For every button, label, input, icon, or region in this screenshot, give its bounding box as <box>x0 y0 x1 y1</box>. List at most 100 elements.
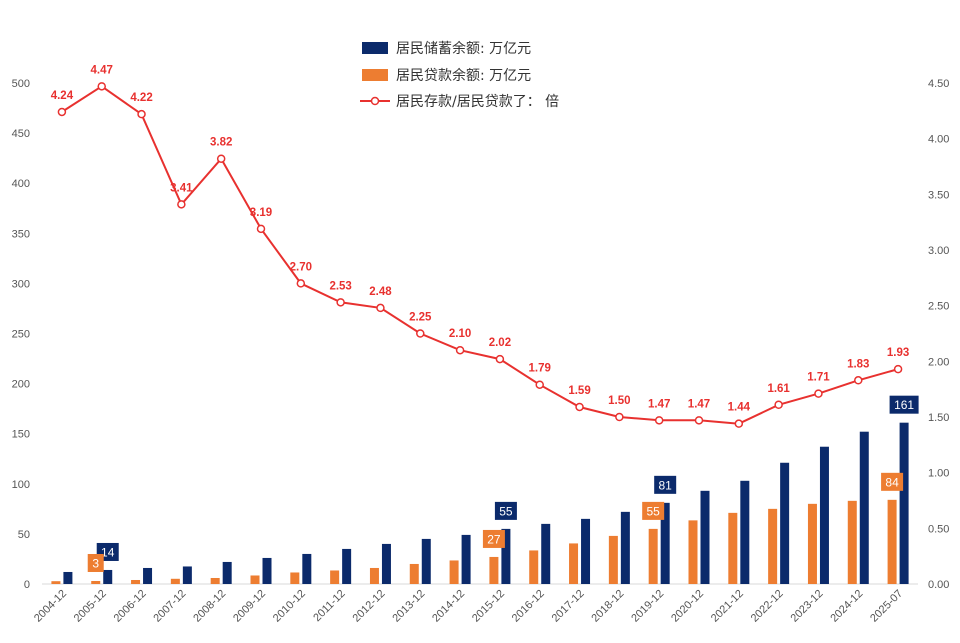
ratio-value-label: 1.61 <box>767 383 790 395</box>
x-tick-label: 2023-12 <box>789 588 826 625</box>
loan-bar-label-box <box>482 529 505 548</box>
ratio-point <box>893 364 903 374</box>
x-tick-label: 2007-12 <box>151 588 188 625</box>
savings-bar-label: 14 <box>101 545 115 559</box>
loan-bar-label-box <box>642 501 665 520</box>
ratio-value-label: 1.93 <box>887 347 909 359</box>
savings-bar-label: 81 <box>659 478 673 492</box>
loan-bar <box>51 581 61 584</box>
ratio-point <box>455 345 465 355</box>
ratio-value-label: 2.25 <box>409 312 432 324</box>
savings-bar <box>780 462 790 584</box>
ratio-value-label: 4.22 <box>130 92 152 104</box>
right-tick-label: 1.00 <box>928 468 949 480</box>
ratio-point <box>854 376 863 385</box>
savings-bar <box>740 480 750 584</box>
loan-bar-label-box <box>881 472 904 491</box>
loan-bar <box>489 556 499 584</box>
savings-bar <box>182 566 192 584</box>
ratio-value-label: 3.41 <box>170 182 193 194</box>
loan-bar <box>210 577 220 584</box>
ratio-value-label: 1.44 <box>728 402 751 414</box>
loan-bar <box>131 579 141 584</box>
savings-bar <box>421 538 431 584</box>
ratio-point <box>495 354 505 364</box>
ratio-point <box>575 402 584 412</box>
ratio-value-label: 2.02 <box>489 337 511 349</box>
loan-bar <box>608 535 618 584</box>
ratio-value-label: 1.59 <box>568 385 590 397</box>
x-tick-label: 2017-12 <box>550 588 587 625</box>
loan-bar-label: 27 <box>487 532 501 546</box>
legend-label-loans: 居民贷款余额: 万亿元 <box>396 67 531 84</box>
savings-bar <box>262 557 272 584</box>
right-tick-label: 2.00 <box>928 356 949 368</box>
x-tick-label: 2008-12 <box>191 588 228 625</box>
x-tick-label: 2006-12 <box>112 588 149 625</box>
loan-bar <box>91 580 101 584</box>
loan-bar <box>529 550 539 584</box>
ratio-value-label: 1.71 <box>807 372 830 384</box>
left-tick-label: 150 <box>12 429 30 441</box>
right-tick-label: 4.50 <box>928 78 949 90</box>
x-tick-label: 2021-12 <box>709 588 746 625</box>
legend-label-ratio: 居民存款/居民贷款了： 倍 <box>396 94 559 110</box>
ratio-value-label: 3.82 <box>210 137 232 149</box>
legend-label-savings: 居民储蓄余额: 万亿元 <box>396 40 531 57</box>
ratio-value-label: 2.53 <box>329 280 351 292</box>
left-tick-label: 100 <box>12 479 30 491</box>
loan-bar <box>688 520 698 584</box>
x-tick-label: 2004-12 <box>32 588 69 625</box>
savings-bar <box>859 431 869 584</box>
loan-bar <box>170 578 180 584</box>
legend: 居民储蓄余额: 万亿元 居民贷款余额: 万亿元 居民存款/居民贷款了： 倍 <box>360 40 559 110</box>
x-tick-label: 2016-12 <box>510 588 547 625</box>
bars <box>51 422 909 584</box>
loan-bar <box>330 570 340 584</box>
loan-bar <box>250 575 260 584</box>
right-tick-label: 0.50 <box>928 523 949 535</box>
x-tick-label: 2025-07 <box>868 588 905 625</box>
ratio-point <box>734 419 744 428</box>
savings-bar <box>143 567 153 584</box>
ratio-value-label: 4.24 <box>51 90 74 102</box>
ratio-value-label: 2.10 <box>449 328 471 340</box>
ratio-point <box>694 416 704 425</box>
ratio-value-label: 2.70 <box>290 261 312 273</box>
loan-bar-label: 84 <box>885 475 899 489</box>
loan-bar <box>728 512 738 584</box>
savings-bar <box>541 523 551 584</box>
legend-swatch-savings <box>362 42 388 54</box>
savings-bar-label: 161 <box>894 398 914 412</box>
left-tick-label: 350 <box>12 228 30 240</box>
ratio-point <box>376 303 385 313</box>
x-tick-label: 2012-12 <box>351 588 388 625</box>
loan-bar-label-box <box>87 553 104 572</box>
savings-bar <box>63 571 73 584</box>
x-tick-label: 2009-12 <box>231 588 268 625</box>
x-tick-label: 2024-12 <box>828 588 865 625</box>
x-tick-label: 2018-12 <box>589 588 626 625</box>
ratio-value-label: 1.47 <box>648 398 670 410</box>
x-tick-label: 2005-12 <box>72 588 109 625</box>
ratio-value-label: 1.47 <box>688 398 710 410</box>
ratio-point <box>615 412 624 422</box>
savings-bar <box>581 518 591 584</box>
ratio-value-label: 2.48 <box>369 286 392 298</box>
ratio-value-label: 4.47 <box>91 64 113 76</box>
ratio-point <box>336 298 345 307</box>
ratio-value-label: 1.79 <box>529 363 551 375</box>
loan-bar <box>648 528 658 584</box>
savings-bar <box>461 534 471 584</box>
savings-bar-label-box <box>654 475 677 494</box>
right-tick-label: 3.50 <box>928 189 949 201</box>
ratio-point <box>256 224 266 234</box>
ratio-labels: 4.24 4.47 4.22 3.41 3.82 3.19 2.70 2.53 2.48 2.25… <box>51 64 910 413</box>
savings-bar <box>222 561 232 584</box>
left-tick-label: 250 <box>12 329 30 341</box>
savings-bar <box>302 553 312 584</box>
right-tick-label: 1.50 <box>928 412 949 424</box>
ratio-point <box>535 380 544 389</box>
loan-bar-label: 55 <box>647 504 661 518</box>
ratio-point <box>416 329 425 338</box>
